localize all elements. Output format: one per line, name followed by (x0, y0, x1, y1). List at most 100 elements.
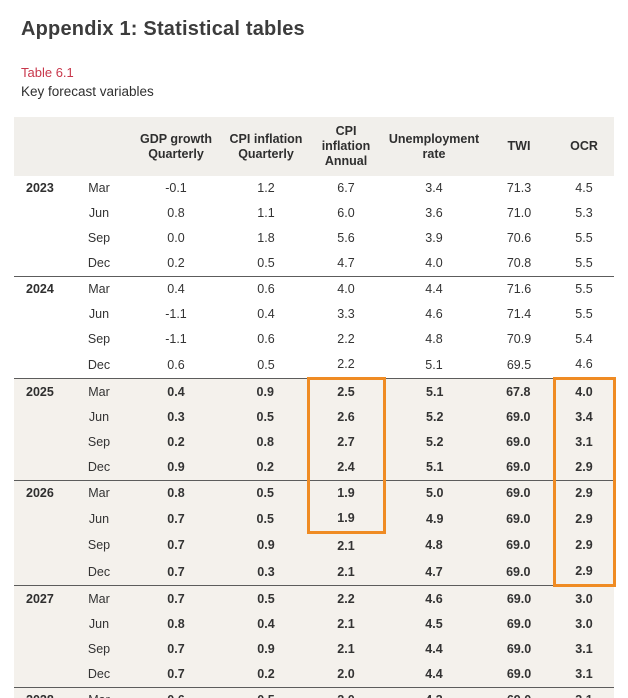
cell: 4.6 (575, 357, 593, 371)
cell: 0.5 (224, 585, 308, 612)
month-label: Jun (70, 405, 128, 430)
header-year-spacer (14, 117, 70, 176)
header-unemployment-rate: Unemployment rate (384, 117, 484, 176)
year-label (14, 612, 70, 637)
table-row: Jun 0.7 0.5 1.9 4.9 69.0 2.9 (14, 506, 616, 534)
cell: 3.3 (337, 307, 355, 321)
year-label: 2023 (26, 181, 54, 195)
cell: 2.2 (337, 332, 355, 346)
cell: 69.5 (506, 357, 532, 372)
highlighted-cell: 2.5 (306, 377, 386, 405)
cell: 0.7 (128, 559, 224, 586)
year-group-2026: 2026 Mar 0.8 0.5 1.9 5.0 69.0 2.9 Jun 0.7 0.5 1.9 4.… (14, 480, 616, 587)
year-label: 2025 (14, 378, 70, 405)
cell: 3.0 (554, 585, 614, 612)
month-label: Jun (88, 206, 110, 220)
cell: 3.1 (554, 637, 614, 662)
cell: 0.9 (128, 455, 224, 481)
month-label: Sep (70, 532, 128, 559)
cell: 5.5 (575, 256, 593, 270)
header-month-spacer (70, 117, 128, 176)
cell: 71.4 (506, 307, 532, 321)
cell: 0.6 (167, 357, 185, 372)
year-label: 2026 (14, 480, 70, 506)
highlighted-cell: 3.1 (552, 430, 616, 455)
cell: 0.6 (224, 276, 308, 302)
month-label: Jun (70, 506, 128, 533)
header-gdp-growth-quarterly: GDP growth Quarterly (128, 117, 224, 176)
header-cpi-inflation-annual: CPI inflation Annual (308, 117, 384, 176)
cell: 0.8 (167, 206, 185, 220)
year-group-2025: 2025 Mar 0.4 0.9 2.5 5.1 67.8 4.0 Jun 0.3 0.5 2.6 5.… (14, 377, 616, 481)
table-row: Sep 0.0 1.8 5.6 3.9 70.6 5.5 (14, 226, 614, 251)
cell: 3.1 (554, 662, 614, 688)
page-title: Appendix 1: Statistical tables (21, 18, 305, 40)
cell: 71.6 (484, 276, 554, 302)
cell: 4.9 (384, 506, 484, 533)
cell: 70.6 (506, 231, 532, 245)
highlighted-cell: 4.0 (552, 377, 616, 405)
table-row: Dec 0.7 0.2 2.0 4.4 69.0 3.1 (14, 662, 614, 688)
cell: 5.5 (575, 231, 593, 245)
cell: -1.1 (165, 332, 187, 346)
year-label (14, 559, 70, 586)
year-label (14, 405, 70, 430)
cell: 5.4 (575, 332, 593, 346)
header-cpi-inflation-quarterly: CPI inflation Quarterly (224, 117, 308, 176)
cell: 2.2 (308, 585, 384, 612)
month-label: Jun (70, 612, 128, 637)
table-row: 2023 Mar -0.1 1.2 6.7 3.4 71.3 4.5 (14, 176, 614, 201)
cell: 69.0 (484, 612, 554, 637)
month-label: Sep (70, 637, 128, 662)
year-label (14, 506, 70, 533)
cell: 4.5 (575, 181, 593, 195)
header-twi: TWI (484, 117, 554, 176)
header-row: GDP growth Quarterly CPI inflation Quart… (14, 117, 614, 176)
table-row: Jun 0.8 1.1 6.0 3.6 71.0 5.3 (14, 201, 614, 226)
cell: 69.0 (484, 455, 554, 481)
year-label (14, 455, 70, 481)
cell: 3.9 (425, 231, 443, 245)
table-row: 2028Mar0.60.52.04.369.03.1 (14, 687, 614, 698)
year-label (14, 532, 70, 559)
cell: 0.0 (167, 231, 185, 245)
cell: 4.8 (425, 332, 443, 346)
cell: 69.0 (484, 430, 554, 455)
highlighted-cell: 2.6 (306, 405, 386, 430)
cell: 0.4 (257, 307, 275, 321)
cell: 4.8 (384, 532, 484, 559)
highlighted-cell: 2.9 (552, 506, 616, 533)
highlighted-cell: 2.9 (552, 559, 616, 587)
cell: 1.2 (257, 181, 275, 195)
table-row: Dec 0.9 0.2 2.4 5.1 69.0 2.9 (14, 455, 616, 481)
year-label (14, 327, 70, 352)
cell: 4.7 (337, 256, 355, 270)
cell: 0.2 (224, 662, 308, 688)
cell: 5.2 (384, 430, 484, 455)
cell: 71.0 (506, 206, 532, 220)
table-row: 2027 Mar 0.7 0.5 2.2 4.6 69.0 3.0 (14, 585, 614, 612)
year-label (14, 201, 70, 226)
year-group-2023: 2023 Mar -0.1 1.2 6.7 3.4 71.3 4.5 Jun 0.8 1.1 6.0 3… (14, 176, 614, 277)
table-row: Sep 0.7 0.9 2.1 4.4 69.0 3.1 (14, 637, 614, 662)
month-label: Mar (70, 585, 128, 612)
cell: 5.2 (384, 405, 484, 430)
cell: 4.6 (425, 307, 443, 321)
cell: 0.2 (128, 430, 224, 455)
cell: 4.5 (384, 612, 484, 637)
cell: 1.1 (257, 206, 275, 220)
cell: 6.7 (337, 181, 355, 195)
cell: 0.6 (257, 332, 275, 346)
cell: 0.7 (128, 637, 224, 662)
cell: 1.8 (257, 231, 275, 245)
year-label (14, 251, 70, 277)
cell: 0.7 (128, 506, 224, 533)
cell: 3.4 (425, 181, 443, 195)
cell: 4.4 (384, 662, 484, 688)
cell: 0.5 (257, 256, 275, 270)
cell: 69.0 (484, 506, 554, 533)
cell: -1.1 (165, 307, 187, 321)
table-row: 2025 Mar 0.4 0.9 2.5 5.1 67.8 4.0 (14, 377, 616, 405)
cell: 69.0 (484, 559, 554, 586)
